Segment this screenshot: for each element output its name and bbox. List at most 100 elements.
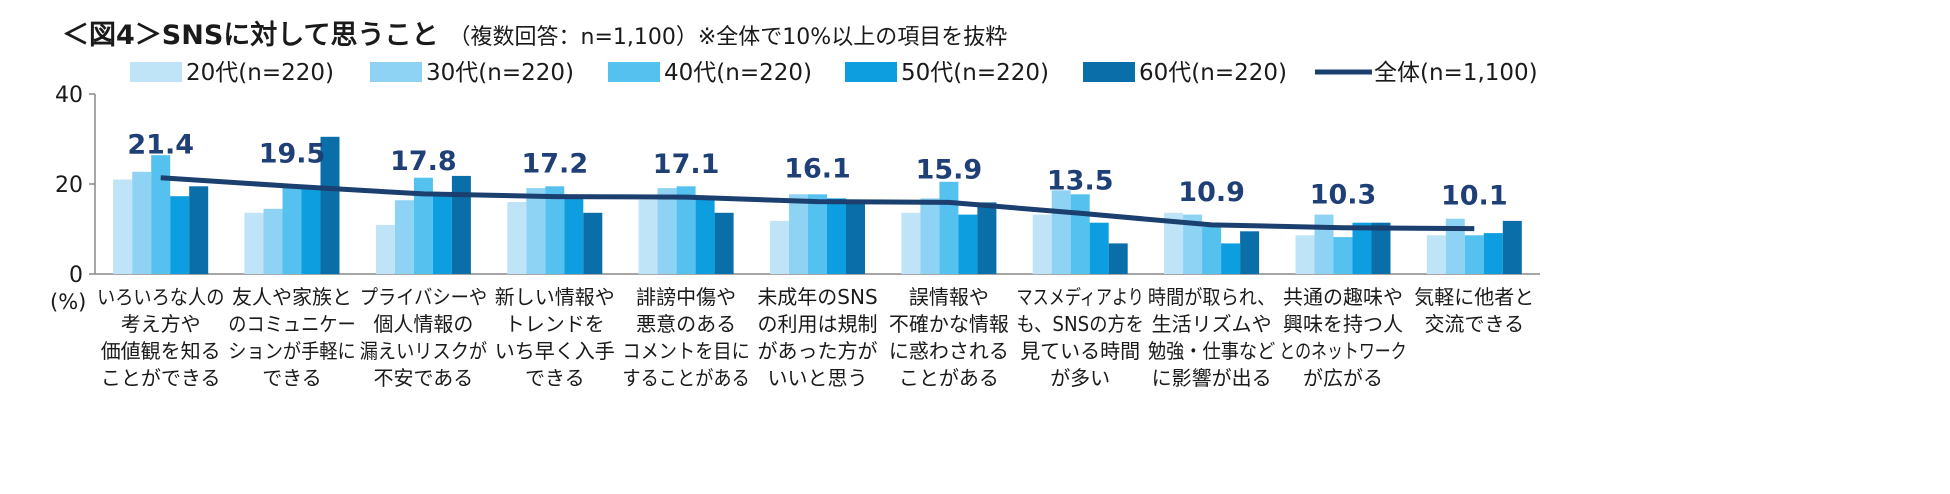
category-label: 新しい情報や bbox=[495, 285, 615, 309]
category-label: のコミュニケー bbox=[228, 312, 355, 336]
bar bbox=[901, 212, 921, 274]
data-label: 10.3 bbox=[1310, 180, 1377, 211]
category-label: に影響が出る bbox=[1152, 366, 1272, 390]
bar bbox=[132, 171, 152, 274]
category-label: 時間が取られ、 bbox=[1148, 285, 1275, 309]
category-label: いち早く入手 bbox=[495, 339, 615, 363]
bar bbox=[846, 200, 865, 274]
data-label: 17.2 bbox=[521, 149, 588, 180]
bar bbox=[526, 188, 546, 274]
legend-label: 20代(n=220) bbox=[186, 60, 334, 86]
bar bbox=[375, 224, 395, 274]
category-label: 誹謗中傷や bbox=[636, 285, 736, 309]
bars bbox=[113, 136, 1522, 275]
bar bbox=[1164, 212, 1184, 274]
legend-swatch bbox=[370, 62, 422, 82]
legend-swatch bbox=[130, 62, 182, 82]
bar bbox=[827, 198, 846, 274]
legend-label: 50代(n=220) bbox=[901, 60, 1049, 86]
bar bbox=[1333, 237, 1353, 274]
bar bbox=[394, 200, 414, 274]
bar bbox=[244, 212, 264, 274]
bar bbox=[1221, 243, 1241, 274]
category-label: の利用は規制 bbox=[758, 312, 878, 336]
category-label: プライバシーや bbox=[360, 285, 487, 309]
category-label: ことができる bbox=[101, 366, 221, 390]
data-label: 21.4 bbox=[127, 130, 194, 161]
y-tick-label: 40 bbox=[55, 83, 83, 108]
bar bbox=[1108, 243, 1128, 274]
bar bbox=[1426, 235, 1446, 274]
bar bbox=[958, 214, 978, 274]
y-tick-label: 0 bbox=[69, 263, 83, 288]
category-label: 不安である bbox=[373, 366, 473, 390]
chart-title: ＜図4＞SNSに対して思うこと bbox=[62, 20, 438, 51]
category-label: 未成年のSNS bbox=[757, 285, 877, 309]
bar bbox=[695, 198, 715, 274]
category-label: とのネットワーク bbox=[1279, 339, 1406, 363]
bar bbox=[170, 196, 190, 274]
category-label: 見ている時間 bbox=[1020, 339, 1140, 363]
bar bbox=[1032, 214, 1052, 274]
bar bbox=[282, 186, 302, 275]
category-label: することがある bbox=[622, 366, 749, 390]
overall-line bbox=[160, 175, 1475, 232]
category-label: できる bbox=[262, 366, 322, 390]
bar bbox=[320, 136, 340, 275]
category-label: 不確かな情報 bbox=[889, 312, 1009, 336]
category-label: 考え方や bbox=[121, 312, 201, 336]
category-label: 個人情報の bbox=[373, 312, 473, 336]
category-label: 漏えいリスクが bbox=[360, 339, 487, 363]
title-group: ＜図4＞SNSに対して思うこと （複数回答：n=1,100）※全体で10%以上の… bbox=[62, 20, 1007, 51]
data-label: 13.5 bbox=[1047, 165, 1114, 196]
category-label: 勉強・仕事など bbox=[1148, 339, 1275, 363]
category-label: があった方が bbox=[758, 339, 878, 363]
data-label: 10.9 bbox=[1178, 177, 1245, 208]
chart-subtitle: （複数回答：n=1,100）※全体で10%以上の項目を抜粋 bbox=[449, 25, 1008, 50]
bar bbox=[977, 202, 997, 274]
category-label: 友人や家族と bbox=[232, 285, 352, 309]
legend-swatch bbox=[1083, 62, 1135, 82]
bar bbox=[1464, 235, 1484, 274]
y-axis-label: (%) bbox=[50, 290, 86, 314]
bar bbox=[1051, 190, 1071, 274]
bar bbox=[583, 212, 603, 274]
bar bbox=[113, 179, 133, 274]
category-label: 気軽に他者と bbox=[1414, 285, 1534, 309]
category-label: 交流できる bbox=[1424, 312, 1524, 336]
bar bbox=[263, 208, 283, 275]
legend-label: 30代(n=220) bbox=[426, 60, 574, 86]
bar bbox=[1089, 222, 1109, 274]
bar bbox=[451, 175, 471, 274]
bar bbox=[545, 186, 565, 275]
legend: 20代(n=220) 30代(n=220) 40代(n=220) 50代(n=220)… bbox=[130, 60, 1538, 86]
bar bbox=[151, 155, 171, 274]
category-label: が広がる bbox=[1303, 366, 1383, 390]
bar bbox=[770, 220, 789, 274]
legend-label: 60代(n=220) bbox=[1139, 60, 1287, 86]
bar bbox=[676, 186, 696, 275]
legend-swatch bbox=[845, 62, 897, 82]
bar bbox=[638, 199, 658, 275]
category-label: 価値観を知る bbox=[101, 339, 221, 363]
bar bbox=[1371, 222, 1391, 274]
category-label: ションが手軽に bbox=[228, 339, 355, 363]
bar bbox=[1202, 226, 1222, 275]
bar bbox=[1183, 214, 1203, 274]
bar bbox=[564, 196, 584, 274]
bar bbox=[939, 181, 959, 275]
category-label: 生活リズムや bbox=[1152, 312, 1272, 336]
legend-swatch bbox=[608, 62, 660, 82]
bar bbox=[657, 188, 677, 274]
category-label: トレンドを bbox=[505, 312, 605, 336]
bar bbox=[1445, 218, 1465, 274]
bar bbox=[1483, 233, 1503, 274]
bar bbox=[1295, 235, 1315, 274]
bar bbox=[920, 198, 940, 274]
category-label: いろいろな人の bbox=[97, 285, 224, 309]
category-label: ことがある bbox=[899, 366, 999, 390]
category-label: 悪意のある bbox=[636, 312, 736, 336]
data-label: 17.8 bbox=[390, 146, 457, 177]
